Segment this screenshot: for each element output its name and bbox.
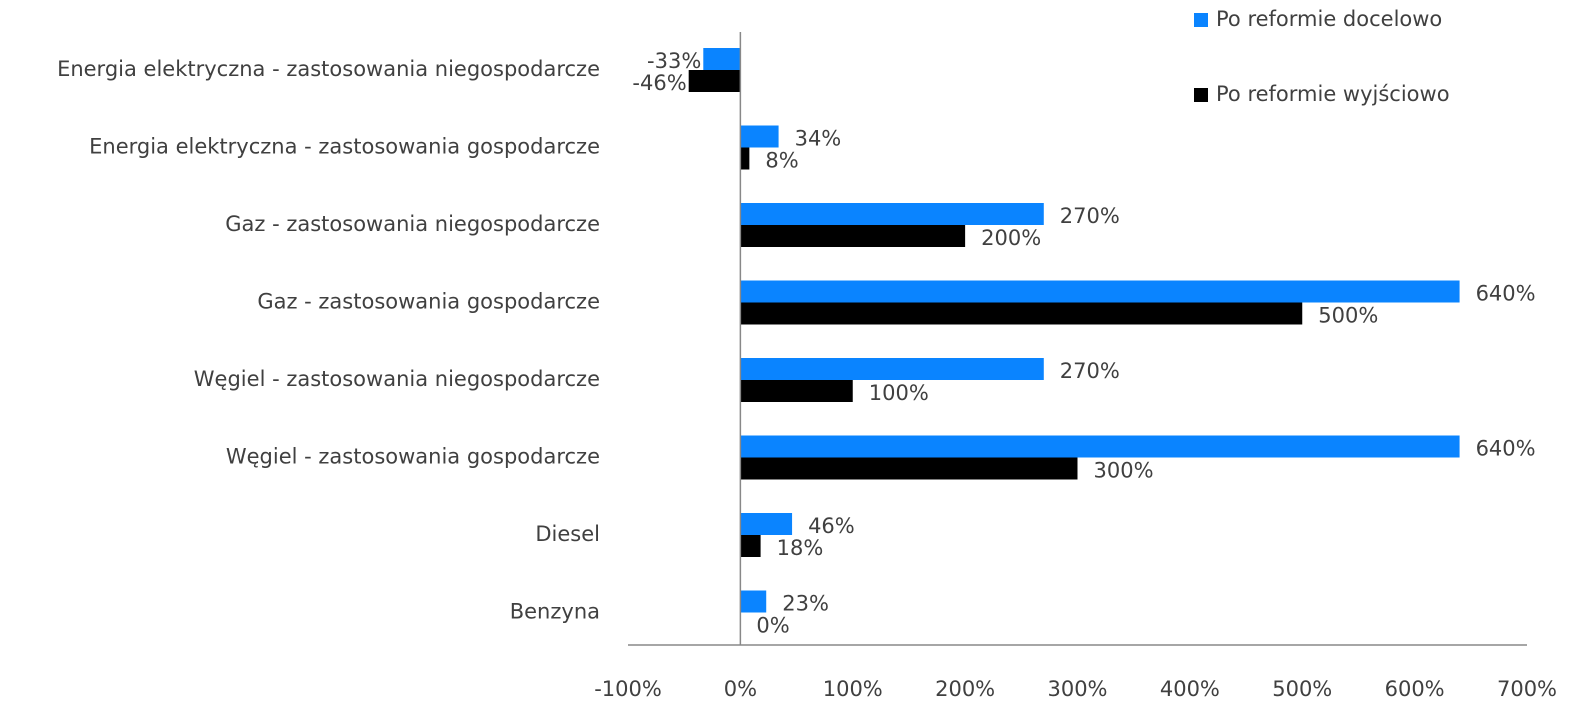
bar [740,358,1044,380]
y-tick-label: Diesel [535,522,600,546]
data-label: 640% [1476,282,1536,306]
data-label: -46% [632,71,686,95]
y-tick-label: Energia elektryczna - zastosowania niego… [57,57,600,81]
bar [740,203,1044,225]
bar [740,457,1078,480]
x-tick-label: -100% [594,677,662,701]
x-tick-label: 0% [724,677,757,701]
bar [740,225,966,247]
bar [740,302,1303,325]
y-tick-label: Gaz - zastosowania niegospodarcze [225,212,600,236]
x-tick-label: 600% [1385,677,1445,701]
x-tick-label: 300% [1047,677,1107,701]
legend-swatch [1194,13,1208,27]
bar [740,535,761,557]
bar [740,125,779,148]
y-tick-label: Węgiel - zastosowania gospodarcze [226,445,600,469]
x-tick-label: 100% [823,677,883,701]
data-label: 270% [1060,359,1120,383]
y-tick-label: Energia elektryczna - zastosowania gospo… [89,135,600,159]
x-tick-label: 200% [935,677,995,701]
bar [740,280,1460,303]
bar [740,380,853,402]
legend-label: Po reformie docelowo [1216,7,1442,31]
data-label: 100% [869,381,929,405]
data-label: 500% [1318,304,1378,328]
bar [740,513,793,535]
data-label: 0% [756,614,789,638]
data-label: 200% [981,226,1041,250]
y-tick-label: Gaz - zastosowania gospodarcze [257,290,600,314]
data-label: 8% [765,149,798,173]
bar [740,590,767,613]
data-label: 270% [1060,204,1120,228]
data-label: 640% [1476,437,1536,461]
bar [688,70,741,92]
data-label: 300% [1094,459,1154,483]
data-label: 23% [782,592,829,616]
x-tick-label: 400% [1160,677,1220,701]
legend-swatch [1194,88,1208,102]
bar [740,435,1460,458]
bar [703,48,741,70]
bar [740,147,750,170]
y-tick-label: Benzyna [510,600,600,624]
y-tick-label: Węgiel - zastosowania niegospodarcze [194,367,600,391]
legend-label: Po reformie wyjściowo [1216,82,1450,106]
data-label: -33% [647,49,701,73]
x-tick-label: 500% [1272,677,1332,701]
data-label: 18% [777,536,824,560]
x-tick-label: 700% [1497,677,1557,701]
data-label: 34% [795,127,842,151]
data-label: 46% [808,514,855,538]
